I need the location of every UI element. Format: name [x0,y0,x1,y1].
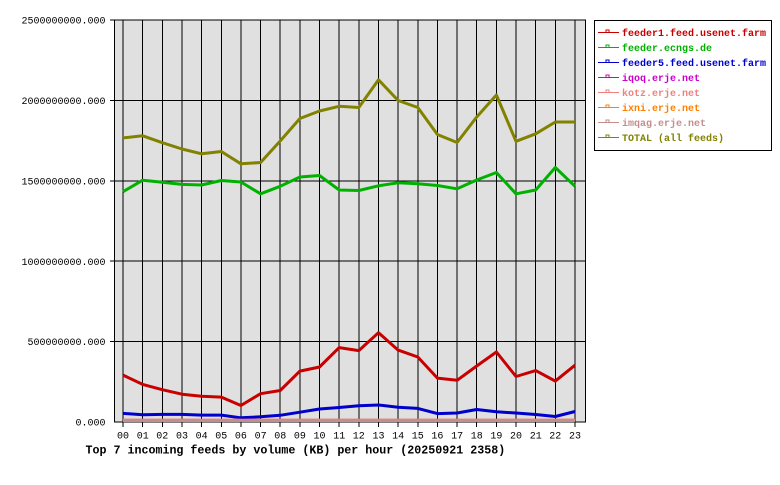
svg-text:ixni.erje.net: ixni.erje.net [622,103,700,115]
svg-text:feeder1.feed.usenet.farm: feeder1.feed.usenet.farm [622,28,766,40]
svg-text:0.000: 0.000 [75,419,105,430]
svg-text:14: 14 [392,431,404,442]
svg-text:2000000000.000: 2000000000.000 [21,97,105,108]
svg-text:1500000000.000: 1500000000.000 [21,177,105,188]
svg-text:01: 01 [137,431,149,442]
svg-text:imqag.erje.net: imqag.erje.net [622,118,706,130]
svg-text:17: 17 [451,431,463,442]
svg-text:06: 06 [235,431,247,442]
svg-text:21: 21 [530,431,542,442]
svg-text:03: 03 [176,431,188,442]
svg-text:16: 16 [431,431,443,442]
svg-text:kotz.erje.net: kotz.erje.net [622,88,700,100]
svg-text:20: 20 [510,431,522,442]
svg-text:feeder5.feed.usenet.farm: feeder5.feed.usenet.farm [622,58,766,70]
svg-text:TOTAL (all feeds): TOTAL (all feeds) [622,133,724,145]
svg-text:1000000000.000: 1000000000.000 [21,258,105,269]
svg-text:15: 15 [412,431,424,442]
svg-text:02: 02 [156,431,168,442]
svg-text:19: 19 [490,431,502,442]
svg-text:500000000.000: 500000000.000 [27,338,105,349]
svg-text:08: 08 [274,431,286,442]
svg-text:iqoq.erje.net: iqoq.erje.net [622,73,700,85]
svg-text:09: 09 [294,431,306,442]
svg-text:23: 23 [569,431,581,442]
svg-text:18: 18 [471,431,483,442]
svg-text:feeder.ecngs.de: feeder.ecngs.de [622,43,712,55]
svg-text:11: 11 [333,431,345,442]
svg-text:04: 04 [196,431,208,442]
svg-text:00: 00 [117,431,129,442]
svg-text:05: 05 [215,431,227,442]
svg-text:22: 22 [549,431,561,442]
svg-text:12: 12 [353,431,365,442]
svg-text:Top 7 incoming feeds by volume: Top 7 incoming feeds by volume (KB) per … [86,444,506,458]
svg-text:2500000000.000: 2500000000.000 [21,17,105,28]
svg-text:10: 10 [313,431,325,442]
svg-text:07: 07 [255,431,267,442]
svg-text:13: 13 [372,431,384,442]
